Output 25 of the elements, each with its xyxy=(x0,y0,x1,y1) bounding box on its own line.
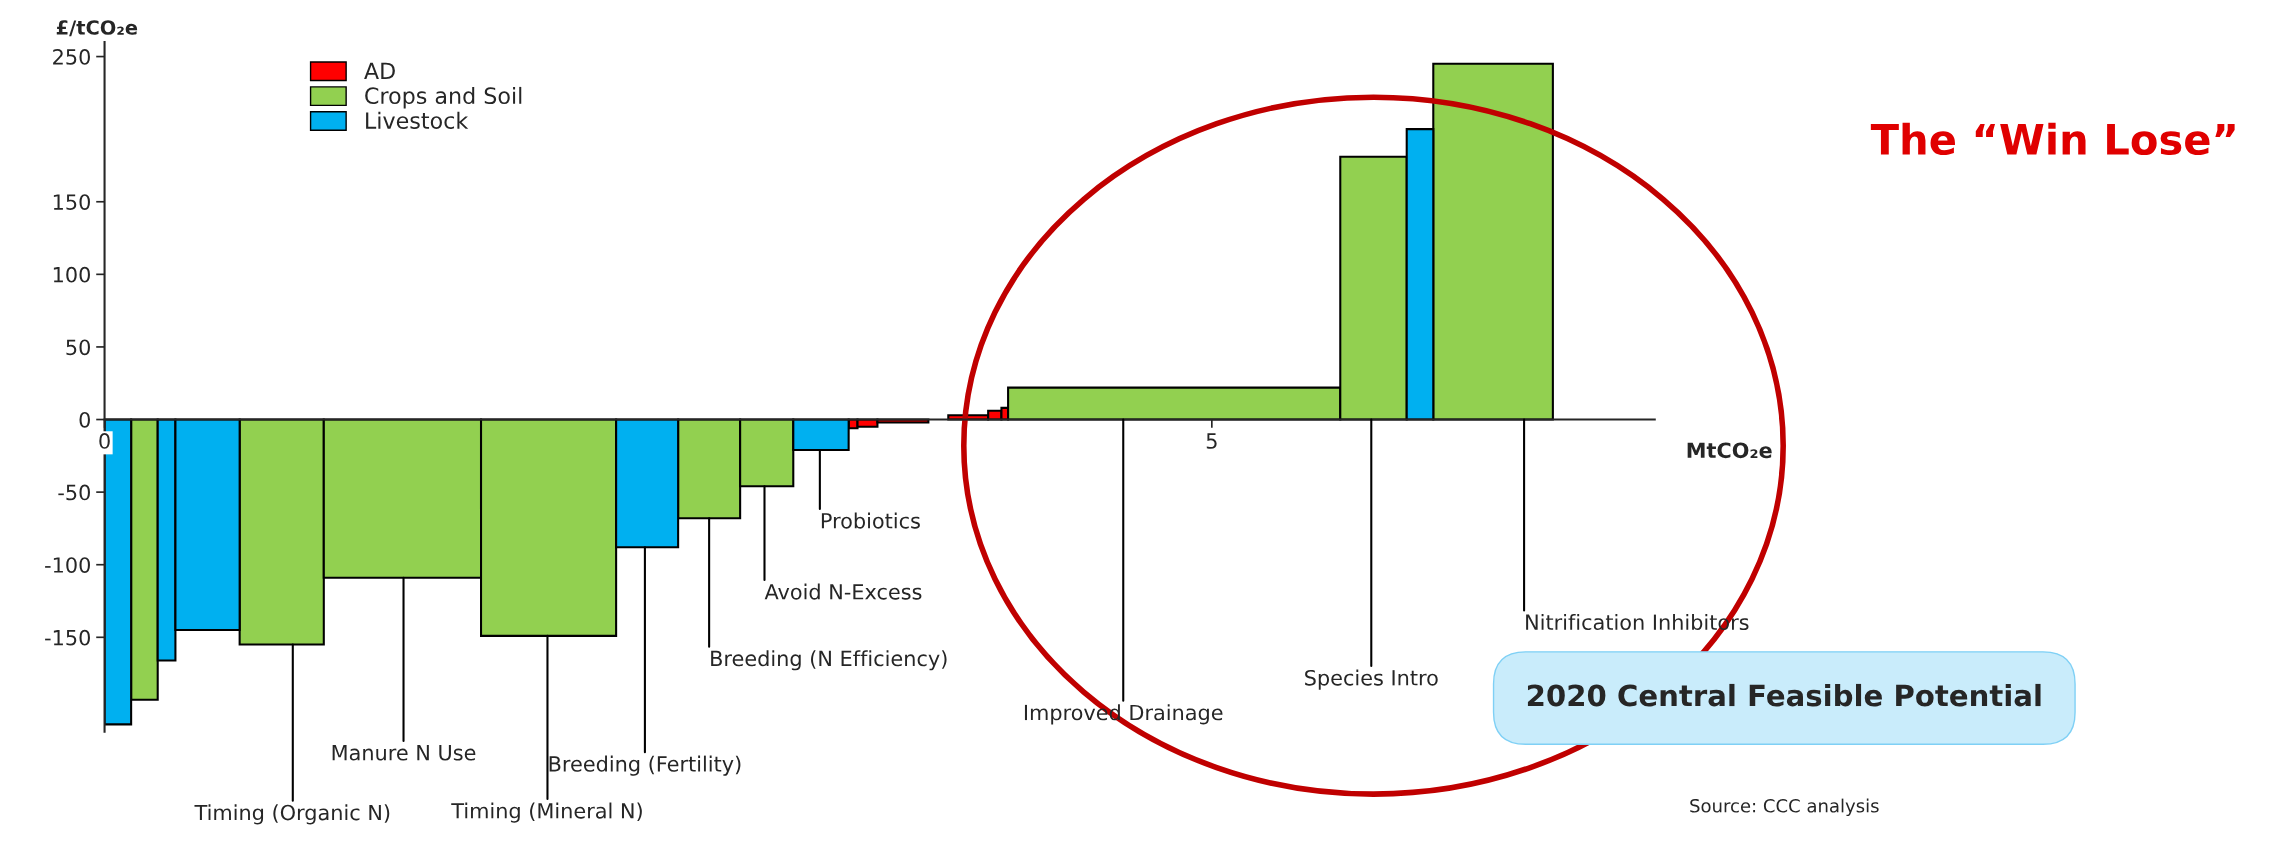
y-tick-label: 250 xyxy=(53,49,90,65)
legend-label: Livestock xyxy=(366,111,469,129)
legend-label: AD xyxy=(364,62,395,79)
y-tick-label: -100 xyxy=(45,557,90,573)
y-tick-label: -150 xyxy=(45,629,90,646)
annotation: Timing (Organic N) xyxy=(194,804,390,825)
annotation: Probiotics xyxy=(821,512,920,529)
x-tick-label: 5 xyxy=(1206,433,1217,449)
annotation: 2020 Central Feasible Potential xyxy=(1527,683,2041,707)
annotation: Avoid N-Excess xyxy=(764,583,922,600)
source-note: Source: CCC analysis xyxy=(1690,798,1879,817)
x-axis-title: MtCO₂e xyxy=(1687,442,1772,459)
annotation: Breeding (Fertility) xyxy=(549,755,741,776)
y-tick-label: 50 xyxy=(66,339,90,356)
y-tick-label: 0 xyxy=(79,411,90,428)
text: The “Win Lose” xyxy=(1870,122,2235,156)
y-tick-label: 100 xyxy=(53,266,90,283)
y-axis-title: £/tCO₂e xyxy=(56,20,138,37)
annotation: Timing (Mineral N) xyxy=(451,802,642,823)
y-tick-label: -50 xyxy=(58,484,90,501)
y-tick-label: 150 xyxy=(53,194,90,210)
annotation: Breeding (N Efficiency) xyxy=(711,650,947,671)
legend-label: Crops and Soil xyxy=(365,86,522,109)
annotation: Manure N Use xyxy=(332,745,476,761)
annotation: Species Intro xyxy=(1305,669,1438,690)
